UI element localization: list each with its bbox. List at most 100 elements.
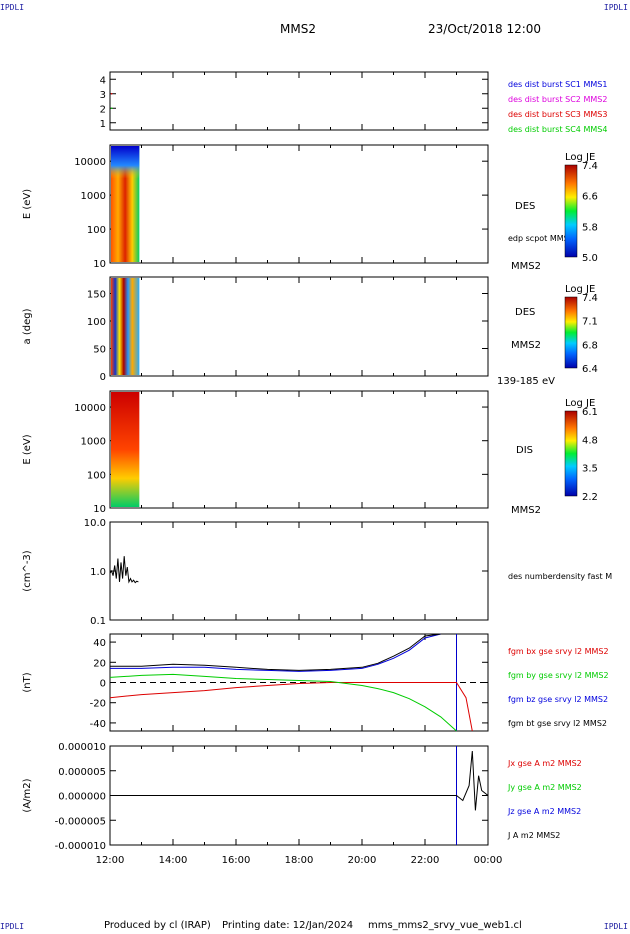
y-tick-label: 1 bbox=[100, 119, 106, 130]
series-line bbox=[110, 750, 489, 811]
colorbar bbox=[564, 164, 578, 258]
colorbar-tick-label: 3.5 bbox=[582, 464, 598, 475]
y-axis-label: E (eV) bbox=[22, 189, 33, 219]
y-tick-label: 50 bbox=[93, 345, 106, 356]
footer-producer: Produced by cl (IRAP) bbox=[104, 920, 211, 931]
heatmap-block bbox=[111, 278, 140, 375]
y-tick-label: 10.0 bbox=[84, 518, 106, 529]
panel-right-label: MMS2 bbox=[511, 340, 541, 351]
colorbar-tick-label: 6.8 bbox=[582, 340, 598, 351]
x-tick-label: 14:00 bbox=[159, 855, 188, 866]
data-point bbox=[110, 92, 113, 95]
panel-right-label: 139-185 eV bbox=[497, 376, 555, 387]
colorbar-tick-label: 6.4 bbox=[582, 364, 598, 375]
series-line bbox=[109, 673, 457, 732]
panel-right-label: DES bbox=[515, 307, 535, 318]
legend-label: des dist burst SC3 MMS3 bbox=[508, 110, 607, 119]
y-tick-label: 10000 bbox=[74, 403, 106, 414]
panel-frame-availability bbox=[109, 71, 489, 131]
data-point bbox=[110, 107, 113, 110]
y-tick-label: 4 bbox=[100, 75, 106, 86]
y-tick-label: 3 bbox=[100, 90, 106, 101]
legend-label: fgm bz gse srvy l2 MMS2 bbox=[508, 695, 608, 704]
legend-label: Jx gse A m2 MMS2 bbox=[507, 759, 582, 768]
y-tick-label: 10000 bbox=[74, 157, 106, 168]
legend-label: des numberdensity fast M bbox=[508, 572, 612, 581]
corner-label-bottom-left: IPDLI bbox=[0, 922, 25, 931]
footer-printing-date: Printing date: 12/Jan/2024 bbox=[222, 920, 354, 931]
x-tick-label: 20:00 bbox=[348, 855, 377, 866]
colorbar-title: Log JE bbox=[565, 152, 595, 163]
series-line bbox=[109, 556, 139, 584]
y-tick-label: -0.000010 bbox=[55, 841, 106, 852]
footer-file: mms_mms2_srvy_vue_web1.cl bbox=[368, 920, 522, 931]
y-axis-label: (nT) bbox=[22, 672, 33, 692]
x-tick-label: 18:00 bbox=[285, 855, 314, 866]
y-tick-label: 0 bbox=[100, 679, 106, 690]
legend-label: fgm by gse srvy l2 MMS2 bbox=[508, 671, 609, 680]
y-axis-label: a (deg) bbox=[22, 308, 33, 344]
y-axis-label: E (eV) bbox=[22, 434, 33, 464]
y-tick-label: 0.000010 bbox=[58, 742, 106, 753]
colorbar-tick-label: 4.8 bbox=[582, 435, 598, 446]
panel-frame-des_pitch bbox=[109, 276, 489, 377]
y-tick-label: 0.000000 bbox=[58, 792, 106, 803]
y-axis-label: (cm^-3) bbox=[22, 550, 33, 591]
panel-frame-density bbox=[109, 521, 489, 621]
x-tick-label: 00:00 bbox=[474, 855, 503, 866]
corner-label-top-right: IPDLI bbox=[603, 3, 628, 12]
legend-label: des dist burst SC1 MMS1 bbox=[508, 80, 607, 89]
heatmap-overlay bbox=[111, 146, 140, 211]
panel-right-label: MMS2 bbox=[511, 505, 541, 516]
colorbar-tick-label: 5.0 bbox=[582, 253, 598, 264]
y-tick-label: 2 bbox=[100, 104, 106, 115]
y-tick-label: -40 bbox=[90, 719, 106, 730]
legend-label: J A m2 MMS2 bbox=[507, 831, 560, 840]
legend-label: des dist burst SC2 MMS2 bbox=[508, 95, 607, 104]
y-tick-label: -0.000005 bbox=[55, 816, 106, 827]
x-tick-label: 22:00 bbox=[411, 855, 440, 866]
colorbar-tick-label: 7.4 bbox=[582, 161, 598, 172]
legend-label: des dist burst SC4 MMS4 bbox=[508, 125, 607, 134]
panel-right-label: MMS2 bbox=[511, 261, 541, 272]
y-tick-label: 0.1 bbox=[90, 616, 106, 627]
panel-right-label: DES bbox=[515, 201, 535, 212]
spacecraft-title: MMS2 bbox=[280, 22, 316, 36]
y-tick-label: 10 bbox=[93, 504, 106, 515]
panel-right-label: edp scpot MMS2 bbox=[508, 234, 574, 243]
y-tick-label: 0 bbox=[100, 372, 106, 383]
panel-frame-dis_energy bbox=[109, 390, 489, 509]
corner-label-bottom-right: IPDLI bbox=[603, 922, 628, 931]
datetime-title: 23/Oct/2018 12:00 bbox=[428, 22, 542, 36]
y-tick-label: 1000 bbox=[81, 191, 106, 202]
legend-label: fgm bx gse srvy l2 MMS2 bbox=[508, 647, 609, 656]
y-tick-label: 1000 bbox=[81, 437, 106, 448]
colorbar-title: Log JE bbox=[565, 284, 595, 295]
legend-label: Jz gse A m2 MMS2 bbox=[507, 807, 581, 816]
x-tick-label: 12:00 bbox=[96, 855, 125, 866]
y-axis-label: (A/m2) bbox=[22, 778, 33, 812]
legend-label: Jy gse A m2 MMS2 bbox=[507, 783, 582, 792]
panel-right-label: DIS bbox=[516, 445, 533, 456]
y-tick-label: 1.0 bbox=[90, 567, 106, 578]
y-tick-label: -20 bbox=[90, 699, 106, 710]
x-tick-label: 16:00 bbox=[222, 855, 251, 866]
y-tick-label: 100 bbox=[87, 317, 106, 328]
y-tick-label: 100 bbox=[87, 470, 106, 481]
colorbar bbox=[564, 410, 578, 497]
colorbar-tick-label: 7.1 bbox=[582, 317, 598, 328]
y-tick-label: 100 bbox=[87, 225, 106, 236]
series-line bbox=[109, 682, 473, 732]
colorbar-title: Log JE bbox=[565, 398, 595, 409]
legend-label: fgm bt gse srvy l2 MMS2 bbox=[508, 719, 607, 728]
series-line bbox=[110, 633, 441, 672]
heatmap-block bbox=[111, 392, 140, 507]
panel-frame-des_energy bbox=[109, 144, 489, 264]
colorbar-tick-label: 7.4 bbox=[582, 293, 598, 304]
y-tick-label: 150 bbox=[87, 290, 106, 301]
corner-label-top-left: IPDLI bbox=[0, 3, 25, 12]
colorbar-tick-label: 6.1 bbox=[582, 407, 598, 418]
colorbar-tick-label: 6.6 bbox=[582, 192, 598, 203]
colorbar-tick-label: 2.2 bbox=[582, 492, 598, 503]
